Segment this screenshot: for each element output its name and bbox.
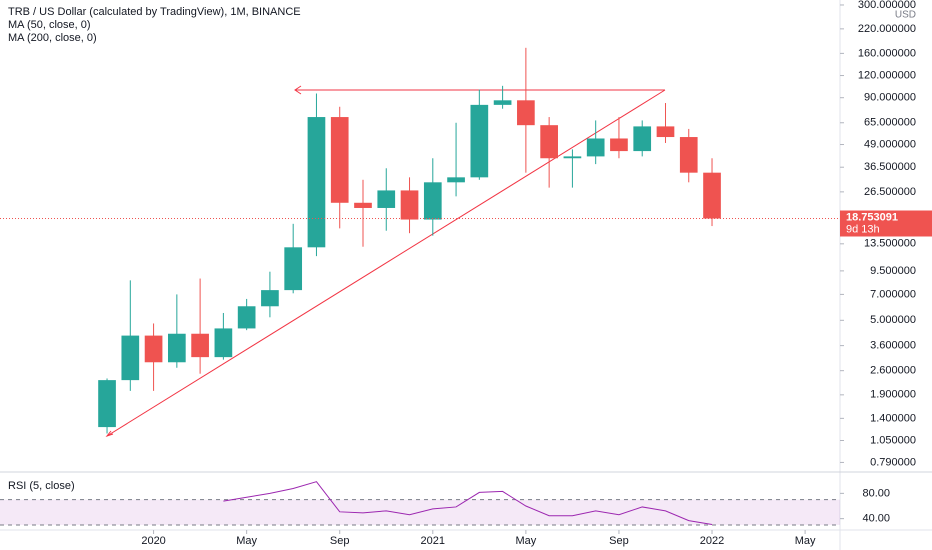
x-tick-label: Sep xyxy=(330,535,350,547)
y-tick-label: 1.050000 xyxy=(870,434,916,446)
candle-body xyxy=(284,247,303,291)
candle-body xyxy=(377,190,396,208)
trend-line xyxy=(106,89,666,437)
rsi-title: RSI (5, close) xyxy=(8,480,75,492)
candle-body xyxy=(330,117,349,203)
candle-body xyxy=(493,100,512,105)
candle-body xyxy=(470,104,489,178)
y-tick-label: 300.000000 xyxy=(858,0,916,11)
y-tick-label: 26.500000 xyxy=(864,186,916,198)
y-tick-label: 13.500000 xyxy=(864,238,916,250)
y-tick-label: 1.400000 xyxy=(870,412,916,424)
y-tick-label: 2.600000 xyxy=(870,365,916,377)
candle-body xyxy=(98,380,116,428)
chart-title: TRB / US Dollar (calculated by TradingVi… xyxy=(8,6,301,18)
y-tick-label: 36.500000 xyxy=(864,161,916,173)
x-tick-label: 2020 xyxy=(141,535,165,547)
last-price-label: 18.753091 xyxy=(846,211,898,223)
currency-label: USD xyxy=(895,10,916,21)
arrow-head xyxy=(294,85,302,95)
rsi-tick-label: 80.00 xyxy=(862,487,890,499)
y-tick-label: 7.000000 xyxy=(870,288,916,300)
candle-body xyxy=(191,333,209,358)
y-tick-label: 3.600000 xyxy=(870,340,916,352)
candle-body xyxy=(517,100,535,126)
candle-body xyxy=(656,126,675,138)
countdown-label: 9d 13h xyxy=(846,223,880,235)
y-tick-label: 49.000000 xyxy=(864,138,916,150)
candle-body xyxy=(703,172,721,219)
candle-body xyxy=(144,335,163,363)
y-tick-label: 90.000000 xyxy=(864,92,916,104)
candle-body xyxy=(121,335,140,381)
arrow-head xyxy=(105,430,114,438)
x-tick-label: May xyxy=(236,535,257,547)
y-tick-label: 65.000000 xyxy=(864,117,916,129)
x-tick-label: May xyxy=(515,535,536,547)
candle-body xyxy=(261,290,279,307)
y-tick-label: 9.500000 xyxy=(870,265,916,277)
x-tick-label: 2021 xyxy=(421,535,445,547)
candle-body xyxy=(237,306,256,329)
y-tick-label: 220.000000 xyxy=(858,23,916,35)
candle-body xyxy=(168,333,186,363)
candle-body xyxy=(354,202,372,208)
y-tick-label: 5.000000 xyxy=(870,314,916,326)
x-tick-label: 2022 xyxy=(700,535,724,547)
rsi-line xyxy=(223,481,713,525)
candle-body xyxy=(447,177,465,183)
candle-body xyxy=(307,117,326,248)
candle-body xyxy=(540,125,558,159)
candle-body xyxy=(563,156,582,159)
candle-body xyxy=(586,138,605,157)
x-tick-label: May xyxy=(795,535,816,547)
indicator-label: MA (200, close, 0) xyxy=(8,32,97,44)
candle-body xyxy=(400,190,419,220)
candle-body xyxy=(633,126,652,152)
candle-body xyxy=(679,137,698,173)
candle-body xyxy=(214,328,233,358)
indicator-label: MA (50, close, 0) xyxy=(8,19,91,31)
y-tick-label: 160.000000 xyxy=(858,47,916,59)
candle-body xyxy=(610,138,628,152)
candle-body xyxy=(423,182,442,220)
y-tick-label: 120.000000 xyxy=(858,69,916,81)
rsi-tick-label: 40.00 xyxy=(862,513,890,525)
last-price-box xyxy=(840,210,932,237)
x-tick-label: Sep xyxy=(609,535,629,547)
y-tick-label: 0.790000 xyxy=(870,456,916,468)
y-tick-label: 1.900000 xyxy=(870,389,916,401)
